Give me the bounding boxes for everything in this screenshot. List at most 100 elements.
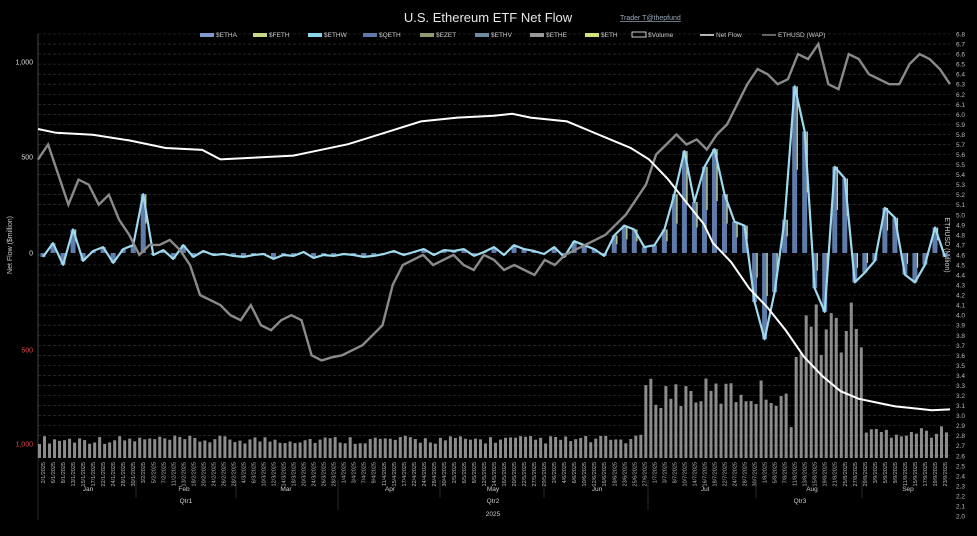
date-tick-label: 5/8/2025 <box>773 462 779 483</box>
flow-bar <box>651 245 657 253</box>
fidelity-bar <box>616 235 618 245</box>
fidelity-bar <box>736 221 738 238</box>
date-tick-label: 8/1/2025 <box>61 462 67 483</box>
left-tick-label: 1,000 <box>15 442 33 449</box>
flow-bar <box>742 225 748 253</box>
volume-bar <box>228 439 232 458</box>
volume-bar <box>734 402 738 458</box>
flow-bar <box>822 253 828 312</box>
left-tick-label: 0 <box>29 251 33 258</box>
legend-label: $Volume <box>648 32 674 39</box>
volume-bar <box>248 439 252 458</box>
volume-bar <box>488 437 492 458</box>
month-label: Apr <box>385 486 396 493</box>
flow-bar <box>762 253 768 340</box>
volume-bar <box>939 426 943 458</box>
flow-bar <box>732 221 738 253</box>
volume-bar <box>864 432 868 458</box>
right-tick-label: 5.2 <box>956 192 965 199</box>
flow-bar <box>882 207 888 253</box>
volume-bar <box>934 433 938 458</box>
volume-bar <box>549 436 553 458</box>
volume-bar <box>674 384 678 458</box>
volume-bar <box>634 435 638 458</box>
date-tick-label: 30/7/2025 <box>753 462 759 486</box>
fidelity-bar <box>686 151 688 203</box>
volume-bar <box>168 439 172 458</box>
year-label: 2025 <box>486 511 501 518</box>
flow-bar <box>120 249 126 253</box>
flow-bar <box>50 243 56 253</box>
date-tick-label: 9/4/2025 <box>372 462 378 483</box>
volume-bar <box>729 383 733 458</box>
volume-bar <box>118 436 122 458</box>
date-tick-label: 16/6/2025 <box>602 462 608 486</box>
flow-bar <box>140 194 146 253</box>
flow-bar <box>581 245 587 253</box>
fidelity-bar <box>626 225 628 240</box>
flow-bar <box>912 253 918 283</box>
date-tick-label: 6/1/2025 <box>51 462 57 483</box>
left-axis-title: Net Flow ($million) <box>7 216 14 274</box>
flow-bar <box>631 229 637 253</box>
legend-label: $ETHA <box>216 32 238 39</box>
date-tick-label: 5/9/2025 <box>883 462 889 483</box>
volume-bar <box>694 402 698 458</box>
legend-label: $ETHE <box>546 32 568 39</box>
flow-bar <box>471 253 477 256</box>
date-tick-label: 27/5/2025 <box>532 462 538 486</box>
date-tick-label: 11/2/2025 <box>171 462 177 486</box>
date-tick-label: 13/1/2025 <box>71 462 77 486</box>
legend-label: Net Flow <box>716 32 742 39</box>
flow-bar <box>852 253 858 283</box>
date-tick-label: 16/5/2025 <box>502 462 508 486</box>
flow-bar <box>792 86 798 254</box>
volume-bar <box>38 444 42 458</box>
date-tick-label: 24/2/2025 <box>211 462 217 486</box>
volume-bar <box>483 443 487 458</box>
flow-bar <box>611 235 617 253</box>
flow-bar <box>902 253 908 275</box>
fidelity-bar <box>676 194 678 224</box>
volume-bar <box>313 442 317 458</box>
date-tick-label: 8/5/2025 <box>472 462 478 483</box>
volume-bar <box>368 438 372 458</box>
volume-bar <box>739 394 743 458</box>
volume-bar <box>93 442 97 458</box>
flow-bar <box>691 202 697 253</box>
right-tick-label: 6.7 <box>956 42 965 49</box>
volume-bar <box>659 407 663 458</box>
volume-bar <box>699 401 703 458</box>
volume-bar <box>654 404 658 458</box>
volume-bar <box>383 438 387 458</box>
volume-bar <box>564 436 568 458</box>
date-tick-label: 25/6/2025 <box>632 462 638 486</box>
right-tick-label: 2.0 <box>956 514 965 521</box>
volume-bar <box>859 347 863 458</box>
quarter-label: Qtr2 <box>487 498 500 505</box>
date-tick-label: 20/3/2025 <box>302 462 308 486</box>
right-tick-label: 3.3 <box>956 383 965 390</box>
date-tick-label: 29/8/2025 <box>863 462 869 486</box>
volume-bar <box>619 439 623 458</box>
right-tick-label: 4.6 <box>956 252 965 259</box>
legend-swatch <box>475 33 489 37</box>
fidelity-bar <box>906 253 909 264</box>
volume-bar <box>438 437 442 458</box>
volume-bar <box>143 439 147 458</box>
volume-bar <box>814 304 818 458</box>
volume-bar <box>148 438 152 458</box>
date-tick-label: 20/5/2025 <box>512 462 518 486</box>
volume-bar <box>373 437 377 458</box>
right-tick-label: 6.6 <box>956 52 965 59</box>
flow-bar <box>331 253 337 256</box>
volume-bar <box>298 442 302 458</box>
flow-bar <box>170 253 176 259</box>
volume-bar <box>223 436 227 458</box>
date-tick-label: 6/3/2025 <box>251 462 257 483</box>
flow-bar <box>110 253 116 263</box>
volume-bar <box>849 302 853 458</box>
legend-label: $EZET <box>436 32 456 39</box>
right-tick-label: 4.8 <box>956 232 965 239</box>
volume-bar <box>789 427 793 458</box>
